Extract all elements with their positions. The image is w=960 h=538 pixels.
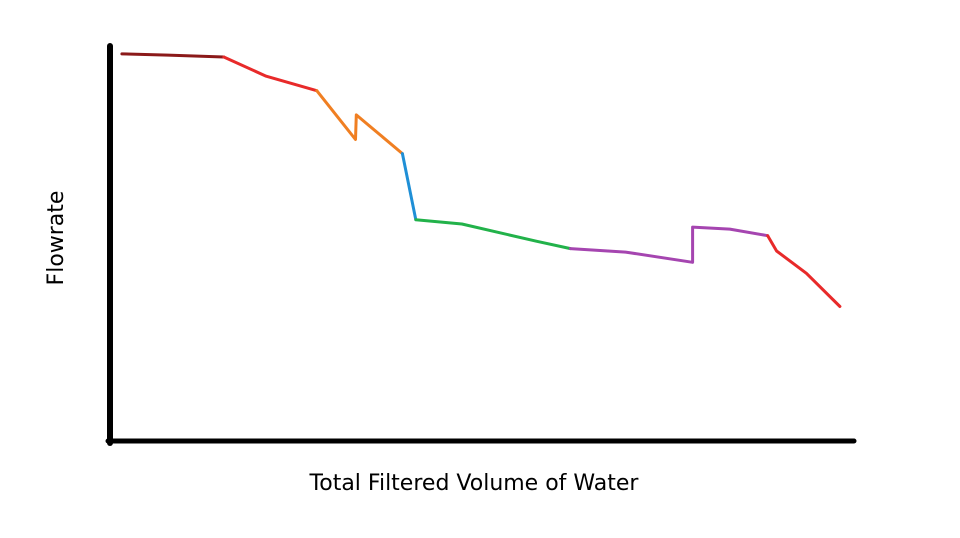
series-line-7 [766, 234, 842, 308]
plot-series [120, 52, 842, 308]
y-axis-label: Flowrate [44, 191, 69, 286]
series-line-4 [400, 152, 418, 222]
series-line-6 [569, 225, 770, 264]
x-axis-label: Total Filtered Volume of Water [309, 471, 640, 496]
series-line-2 [222, 55, 319, 93]
series-line-3 [315, 89, 404, 156]
series-line-5 [414, 218, 572, 251]
series-line-1 [120, 52, 226, 59]
